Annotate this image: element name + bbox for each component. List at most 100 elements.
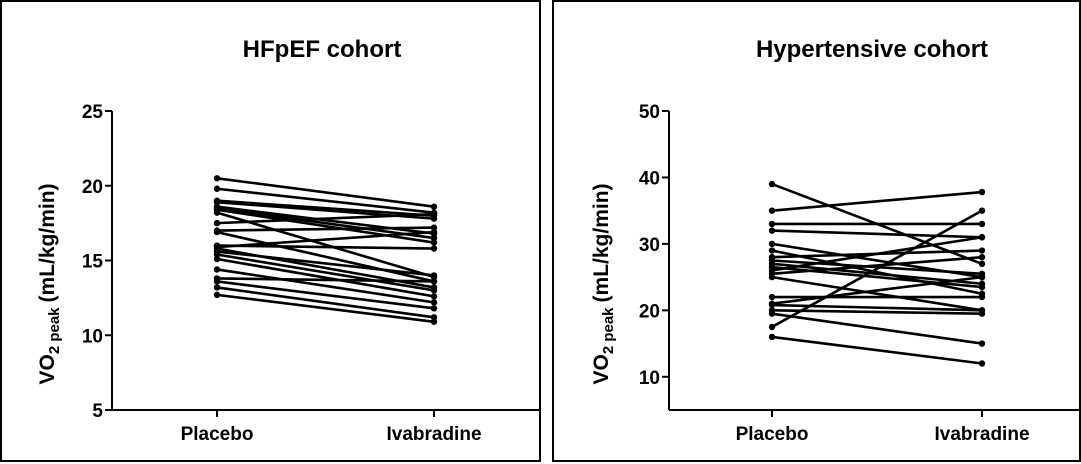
y-axis-label-subscript: 2 peak [600, 307, 617, 354]
data-point-ivabradine [430, 210, 438, 218]
data-point-ivabradine [430, 203, 438, 210]
subject-line [768, 333, 986, 367]
data-point-ivabradine [430, 239, 438, 246]
subject-line-segment [771, 303, 983, 312]
subject-line-segment [771, 209, 983, 329]
data-point-placebo [768, 240, 776, 248]
subject-line-segment [771, 259, 983, 276]
y-tick-label: 40 [639, 168, 660, 189]
chart-title: Hypertensive cohort [756, 36, 988, 63]
subject-line-segment [771, 229, 983, 239]
data-point-placebo [768, 301, 776, 309]
x-tick-label: Placebo [736, 424, 809, 445]
data-point-ivabradine [978, 234, 986, 241]
subject-line [213, 284, 438, 321]
subject-line-segment [771, 190, 983, 212]
axes: 5 10 15 20 25 Placebo Ivabradine [82, 102, 539, 445]
data-point-placebo [768, 333, 776, 341]
data-point-ivabradine [978, 247, 986, 254]
subject-line-segment [771, 309, 983, 315]
data-point-placebo [213, 278, 221, 285]
subject-line-segment [216, 286, 435, 319]
subject-line-segment [216, 230, 435, 283]
hfpef-chart: HFpEF cohort VO2 peak (mL/kg/min) 5 10 15 20… [36, 36, 539, 445]
data-point-ivabradine [430, 234, 438, 242]
svg-text:VO2 peak(mL/kg/min): VO2 peak (mL/kg/min) [590, 183, 617, 384]
data-point-ivabradine [978, 310, 986, 317]
data-point-ivabradine [978, 273, 986, 281]
data-point-ivabradine [978, 207, 986, 214]
data-point-ivabradine [430, 228, 438, 236]
subject-line-segment [771, 335, 983, 365]
x-tick-label: Placebo [181, 424, 254, 445]
subject-line [768, 220, 986, 228]
subject-line-segment [771, 312, 983, 345]
y-tick-label: 15 [82, 252, 104, 273]
subject-line-segment [216, 268, 435, 304]
subject-line-segment [216, 212, 435, 225]
subject-line-segment [216, 257, 435, 298]
subject-line [768, 207, 986, 331]
subject-line-segment [216, 211, 435, 279]
subject-line-segment [771, 275, 983, 305]
subject-line-segment [216, 277, 435, 283]
y-tick-label: 50 [639, 102, 660, 123]
data-point-placebo [213, 266, 221, 273]
data-point-placebo [213, 219, 221, 227]
data-point-ivabradine [430, 305, 438, 312]
data-point-ivabradine [430, 272, 438, 279]
hypertensive-chart: Hypertensive cohort VO2 peak(mL/kg/min) … [590, 36, 1079, 445]
subject-line [213, 251, 438, 294]
data-point-ivabradine [978, 293, 986, 301]
y-axis-label-main: VO [590, 354, 613, 384]
series [768, 180, 986, 367]
subject-line [213, 266, 438, 306]
data-point-ivabradine [430, 245, 438, 252]
subject-line [213, 210, 438, 227]
chart-title: HFpEF cohort [243, 36, 402, 63]
data-point-ivabradine [430, 299, 438, 306]
subject-line-segment [771, 249, 983, 295]
y-axis-label-unit: (mL/kg/min) [590, 183, 613, 302]
data-point-placebo [213, 251, 221, 258]
data-point-ivabradine [430, 278, 438, 285]
y-axis-label-unit: (mL/kg/min) [36, 183, 59, 302]
data-point-ivabradine [978, 283, 986, 291]
subject-line-segment [216, 208, 435, 244]
subject-line-segment [771, 275, 983, 312]
subject-line [213, 175, 438, 210]
y-tick-label: 20 [639, 301, 660, 322]
subject-line [768, 273, 986, 307]
data-point-placebo [213, 284, 221, 291]
y-tick-label: 10 [82, 326, 103, 347]
y-tick-label: 25 [82, 102, 104, 123]
subject-line-segment [216, 176, 435, 208]
chart-panel-hypertensive: Hypertensive cohort VO2 peak(mL/kg/min) … [552, 0, 1081, 462]
subject-line [768, 227, 986, 241]
x-tick-label: Ivabradine [934, 424, 1029, 445]
subject-line-segment [216, 199, 435, 217]
y-axis-label-subscript: 2 peak [46, 307, 63, 354]
subject-line-segment [216, 280, 435, 310]
data-point-placebo [768, 220, 776, 228]
data-point-ivabradine [430, 314, 438, 321]
subject-line-segment [216, 206, 435, 240]
subject-line [768, 310, 986, 347]
data-point-placebo [213, 209, 221, 216]
subject-line-segment [771, 255, 983, 276]
data-point-ivabradine [978, 253, 986, 261]
data-point-placebo [768, 247, 776, 254]
subject-line [768, 188, 986, 214]
axes: 10 20 30 40 50 Placebo Ivabradine [639, 102, 1079, 445]
y-tick-label: 20 [82, 177, 103, 198]
data-point-placebo [213, 255, 221, 263]
data-point-ivabradine [978, 260, 986, 268]
data-point-ivabradine [430, 224, 438, 231]
svg-text:VO2 peak(mL/kg/min): VO2 peak (mL/kg/min) [36, 183, 63, 384]
data-point-placebo [768, 293, 776, 301]
data-point-placebo [768, 323, 776, 331]
subject-line [213, 278, 438, 312]
x-tick-label: Ivabradine [386, 424, 481, 445]
subject-line-segment [216, 226, 435, 232]
data-point-placebo [213, 228, 221, 236]
